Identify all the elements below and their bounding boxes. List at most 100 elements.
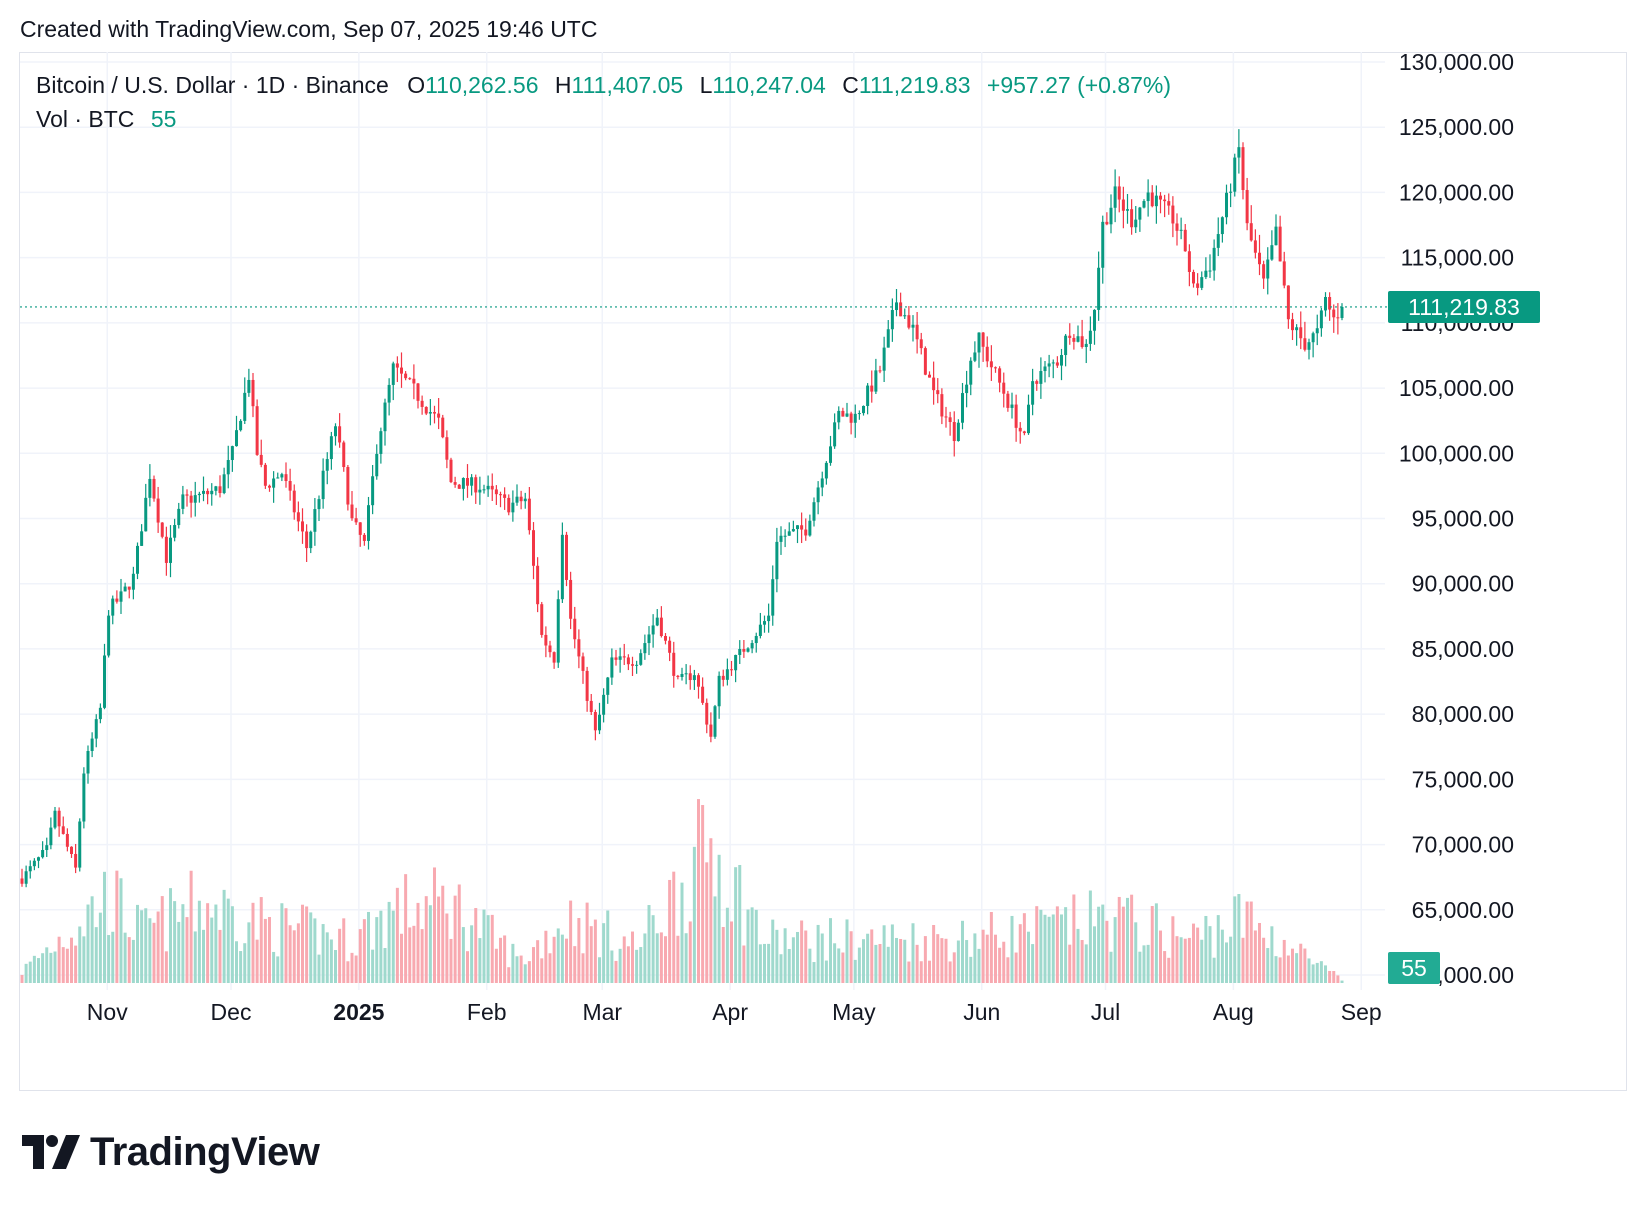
candlestick-chart[interactable]: 130,000.00 125,000.00 120,000.00 115,000.00…	[0, 0, 1644, 1100]
volume-bar	[965, 940, 969, 983]
candle-body	[664, 636, 667, 641]
candle-body	[659, 617, 663, 637]
candle-body	[969, 360, 973, 385]
candle-body	[895, 302, 898, 311]
candle-body	[651, 625, 655, 635]
volume-bar	[1336, 975, 1340, 983]
volume-bar	[552, 936, 556, 983]
volume-bar	[338, 928, 342, 983]
candle-body	[1278, 226, 1282, 262]
volume-bar	[131, 939, 135, 983]
volume-bar	[631, 931, 634, 983]
volume-bar	[243, 943, 247, 983]
volume-bar	[1022, 913, 1026, 983]
volume-bar	[709, 838, 713, 983]
candle-body	[928, 374, 931, 378]
volume-bar	[911, 923, 915, 983]
x-tick-label: Apr	[712, 999, 748, 1025]
volume-bar	[1187, 937, 1191, 983]
candle-body	[103, 655, 106, 708]
volume-bar	[169, 888, 172, 983]
candle-body	[1282, 261, 1286, 286]
volume-bar	[383, 948, 387, 983]
candle-body	[1237, 147, 1241, 158]
high-label: H	[554, 72, 572, 98]
volume-bar	[602, 923, 606, 983]
y-tick-label: 75,000.00	[1412, 766, 1514, 792]
volume-bar	[185, 917, 189, 983]
candle-body	[140, 531, 144, 546]
volume-bar	[659, 932, 663, 983]
volume-bar	[1295, 953, 1299, 983]
candle-body	[127, 586, 131, 590]
candle-body	[907, 315, 911, 328]
volume-bar	[144, 908, 148, 983]
x-tick-label: Sep	[1341, 999, 1382, 1025]
symbol-label: Bitcoin / U.S. Dollar · 1D · Binance	[36, 72, 389, 98]
volume-bar	[474, 908, 478, 983]
candle-body	[1163, 199, 1167, 202]
volume-bar	[251, 902, 255, 983]
candle-body	[1010, 404, 1014, 408]
volume-bar	[647, 905, 651, 983]
candle-body	[367, 505, 370, 541]
volume-value: 55	[150, 106, 177, 132]
candle-body	[932, 377, 936, 391]
candle-body	[222, 474, 226, 494]
volume-bar	[255, 939, 259, 983]
volume-bar	[1241, 937, 1245, 983]
volume-bar	[899, 938, 903, 983]
candle-body	[185, 494, 189, 496]
volume-bar	[919, 961, 923, 983]
candle-body	[672, 652, 676, 676]
chart-frame[interactable]	[19, 52, 1627, 1091]
volume-bar	[692, 846, 696, 983]
candle-body	[57, 810, 61, 827]
volume-bar	[1208, 926, 1212, 983]
volume-bar	[65, 948, 69, 983]
volume-bar	[977, 948, 981, 983]
candle-body	[1336, 317, 1340, 319]
volume-bar	[119, 878, 123, 983]
volume-bar	[742, 945, 746, 983]
tradingview-logo-icon	[22, 1135, 80, 1169]
volume-bar	[754, 909, 758, 983]
candle-body	[808, 520, 812, 536]
candle-body	[20, 878, 24, 884]
candle-body	[325, 459, 329, 471]
volume-bar	[412, 925, 416, 983]
candle-body	[820, 478, 824, 488]
tradingview-logo[interactable]: TradingView	[22, 1130, 320, 1174]
candle-body	[804, 529, 808, 536]
volume-bar	[107, 935, 111, 983]
volume-bar	[936, 934, 940, 983]
candle-body	[98, 707, 102, 720]
candle-body	[668, 640, 672, 653]
candle-body	[994, 367, 997, 369]
candle-body	[684, 673, 688, 675]
volume-bar	[280, 903, 284, 983]
candle-body	[952, 422, 956, 442]
volume-bar	[1212, 957, 1216, 983]
change-value: +957.27 (+0.87%)	[986, 72, 1172, 98]
candle-body	[111, 598, 115, 616]
candle-body	[470, 477, 474, 486]
volume-bar	[750, 907, 754, 983]
candle-body	[1006, 393, 1010, 408]
candle-body	[758, 624, 762, 636]
candle-body	[1097, 267, 1101, 310]
candle-body	[552, 652, 556, 663]
candle-body	[746, 648, 750, 652]
candle-body	[507, 497, 511, 513]
volume-bar	[1303, 948, 1307, 983]
candle-body	[1204, 270, 1208, 278]
candle-body	[1208, 270, 1212, 272]
candle-body	[626, 657, 630, 665]
grid-lines	[20, 52, 1385, 990]
candle-body	[523, 498, 527, 502]
candle-body	[387, 384, 391, 403]
candle-body	[874, 370, 878, 392]
volume-bar	[1126, 897, 1129, 983]
candle-body	[1035, 381, 1039, 384]
candle-body	[494, 489, 498, 495]
